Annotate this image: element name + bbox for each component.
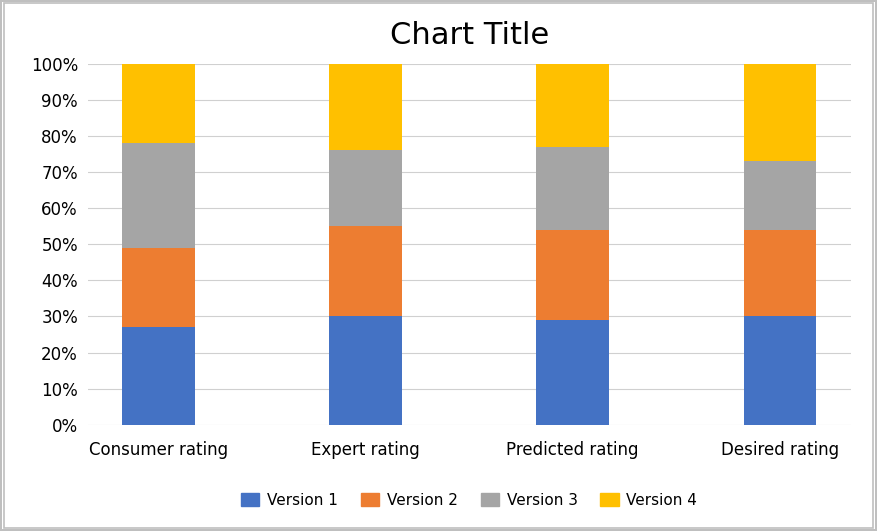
Bar bbox=[744, 64, 816, 161]
Bar bbox=[123, 64, 195, 143]
Bar bbox=[537, 64, 609, 147]
Bar bbox=[537, 147, 609, 230]
Bar bbox=[123, 327, 195, 425]
Bar bbox=[330, 64, 402, 150]
Bar bbox=[123, 248, 195, 327]
Legend: Version 1, Version 2, Version 3, Version 4: Version 1, Version 2, Version 3, Version… bbox=[235, 486, 703, 514]
Title: Chart Title: Chart Title bbox=[389, 21, 549, 50]
Bar bbox=[330, 226, 402, 316]
Bar bbox=[123, 143, 195, 248]
Bar bbox=[744, 316, 816, 425]
Bar bbox=[744, 161, 816, 230]
Bar bbox=[330, 150, 402, 226]
Bar bbox=[744, 230, 816, 316]
Bar bbox=[330, 316, 402, 425]
Bar bbox=[537, 230, 609, 320]
Bar bbox=[537, 320, 609, 425]
